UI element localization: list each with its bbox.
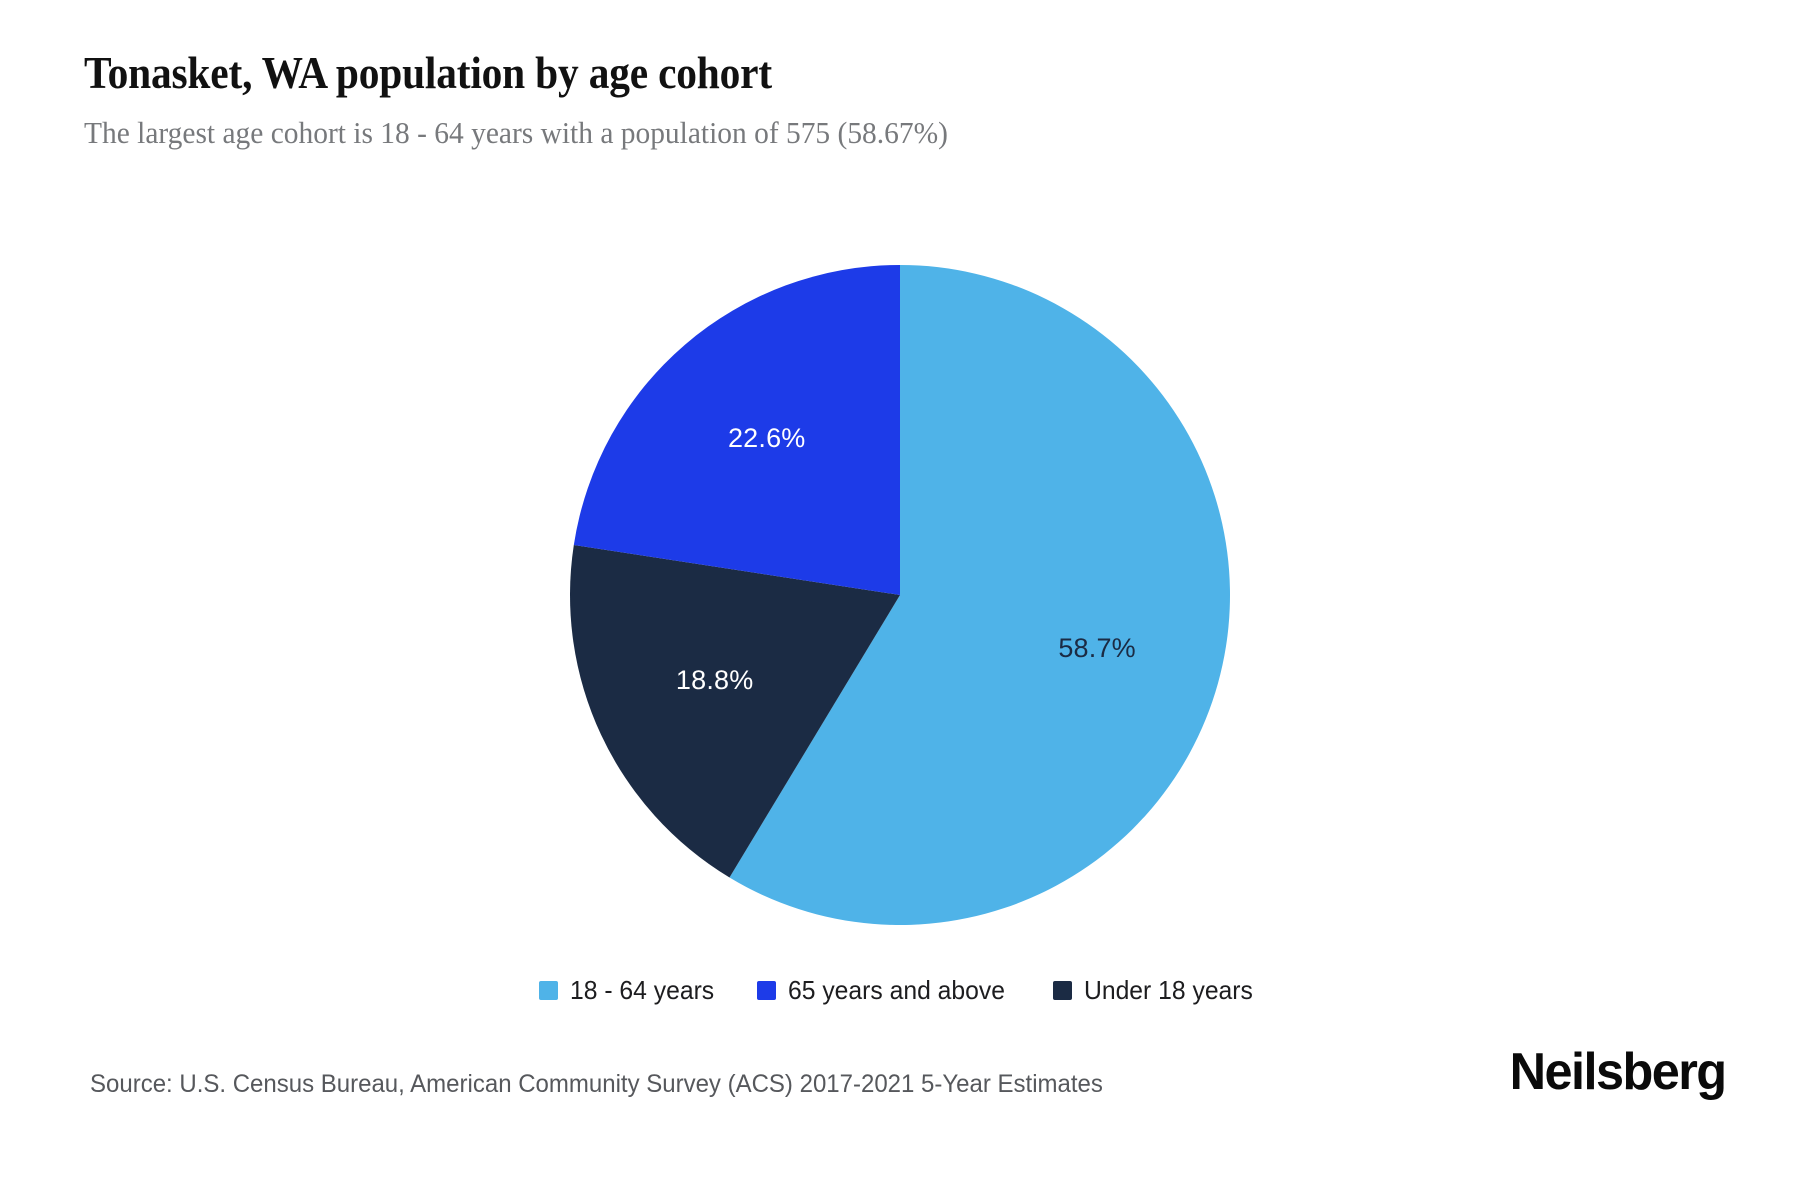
pie-slice-under-18-years[interactable] — [570, 544, 900, 878]
page-title: Tonasket, WA population by age cohort — [84, 48, 772, 98]
pie-slice-label-65-years-and-above: 22.6% — [728, 423, 806, 453]
legend-swatch-icon — [538, 981, 558, 1000]
legend-swatch-icon — [1052, 981, 1072, 1000]
neilsberg-logo: Neilsberg — [1510, 1043, 1727, 1101]
pie-chart: 58.7% 18.8% 22.6% — [570, 265, 1231, 925]
pie-chart-area: 58.7% 18.8% 22.6% — [0, 250, 1800, 940]
chart-subtitle: The largest age cohort is 18 - 64 years … — [84, 115, 948, 151]
legend-item-under-18-years[interactable]: Under 18 years — [1052, 975, 1262, 1006]
legend-item-label: 18 - 64 years — [569, 975, 714, 1005]
pie-slice-65-years-and-above[interactable] — [573, 265, 900, 595]
pie-slice-label-under-18-years: 18.8% — [676, 665, 754, 695]
legend-item-label: 65 years and above — [788, 975, 1006, 1005]
chart-legend: 18 - 64 years 65 years and above Under 1… — [0, 975, 1800, 1006]
legend-item-18-64-years[interactable]: 18 - 64 years — [538, 975, 722, 1006]
chart-header: Tonasket, WA population by age cohort Th… — [84, 48, 1684, 152]
legend-item-label: Under 18 years — [1083, 975, 1253, 1005]
legend-swatch-icon — [757, 981, 777, 1000]
source-note: Source: U.S. Census Bureau, American Com… — [90, 1070, 1103, 1098]
pie-slice-18-64-years[interactable] — [729, 265, 1231, 925]
legend-item-65-years-and-above[interactable]: 65 years and above — [757, 975, 1016, 1006]
pie-slice-label-18-64-years: 58.7% — [1058, 633, 1136, 663]
